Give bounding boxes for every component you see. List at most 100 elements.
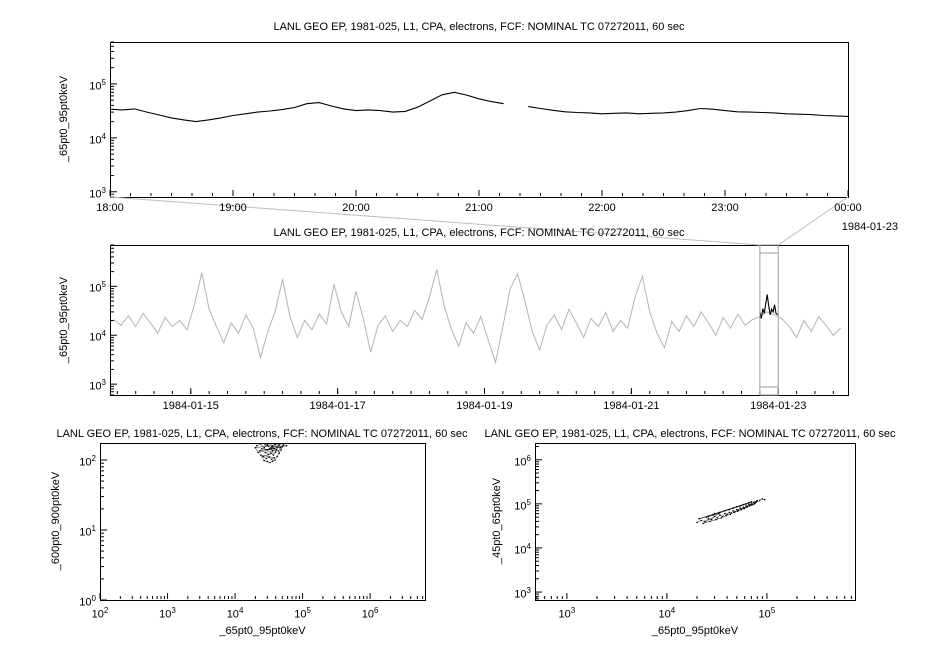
data-point bbox=[276, 455, 278, 458]
data-point bbox=[739, 507, 741, 509]
scatter_600_900-axis-ticks bbox=[99, 459, 424, 601]
data-point bbox=[274, 459, 276, 461]
zoom-connector-right bbox=[777, 196, 849, 246]
tick-label: 21:00 bbox=[465, 202, 493, 214]
context_timeseries-frame[interactable] bbox=[110, 245, 849, 396]
data-point bbox=[274, 451, 277, 453]
data-point bbox=[719, 514, 721, 516]
data-point bbox=[280, 449, 282, 451]
data-point bbox=[710, 518, 713, 521]
zoom-selection-box[interactable] bbox=[759, 244, 779, 396]
tick-label: 105 bbox=[758, 606, 776, 621]
data-point bbox=[264, 444, 267, 446]
data-point bbox=[713, 515, 716, 518]
scatter_45_65-data-layer bbox=[696, 498, 766, 525]
data-point bbox=[725, 514, 727, 517]
tick-label: 100 bbox=[79, 594, 96, 609]
data-point bbox=[263, 459, 266, 462]
tick-label: 103 bbox=[89, 185, 106, 201]
tick-label: 101 bbox=[79, 524, 96, 539]
tick-label: 103 bbox=[514, 586, 531, 601]
tick-label: 1984-01-15 bbox=[162, 400, 219, 412]
detail_timeseries-axis-ticks bbox=[109, 41, 849, 198]
scatter_45_65-scatter-trace bbox=[696, 498, 765, 524]
data-point bbox=[272, 454, 275, 456]
detail_timeseries-frame[interactable] bbox=[110, 42, 849, 198]
data-point bbox=[268, 456, 271, 458]
data-point bbox=[753, 503, 756, 505]
data-point bbox=[266, 460, 269, 463]
data-point bbox=[726, 513, 728, 516]
data-point bbox=[274, 443, 276, 446]
data-point bbox=[713, 512, 716, 515]
data-point bbox=[716, 517, 719, 519]
detail-y-axis-label: _65pt0_95pt0keV bbox=[58, 75, 70, 163]
data-point bbox=[746, 506, 748, 509]
data-point bbox=[273, 456, 276, 459]
data-point bbox=[270, 452, 272, 454]
tick-label: 105 bbox=[514, 497, 531, 513]
data-point bbox=[736, 505, 738, 508]
data-point bbox=[736, 508, 738, 511]
scatter-right-y-axis-label: _45pt0_65pt0keV bbox=[491, 477, 503, 565]
tick-label: 1984-01-17 bbox=[309, 400, 366, 412]
detail_timeseries-data-layer bbox=[110, 91, 848, 123]
data-point bbox=[742, 503, 744, 506]
tick-label: 104 bbox=[226, 606, 244, 621]
data-point bbox=[751, 504, 753, 506]
data-point bbox=[729, 513, 731, 516]
data-point bbox=[266, 449, 269, 451]
data-point bbox=[728, 508, 730, 511]
tick-label: 23:00 bbox=[711, 202, 739, 214]
data-point bbox=[745, 505, 747, 507]
data-point bbox=[759, 499, 761, 502]
scatter_600_900-frame[interactable] bbox=[100, 443, 426, 601]
data-point bbox=[261, 447, 263, 450]
tick-label: 106 bbox=[514, 453, 531, 469]
scatter_45_65-frame[interactable] bbox=[535, 443, 856, 601]
scatter-right-x-axis-label: _65pt0_95pt0keV bbox=[651, 625, 739, 637]
data-point bbox=[733, 511, 735, 514]
data-point bbox=[712, 514, 714, 516]
tick-label: 105 bbox=[294, 606, 311, 621]
data-point bbox=[282, 444, 285, 446]
data-point bbox=[271, 450, 274, 452]
data-point bbox=[269, 443, 271, 445]
scatter_45_65-axis-ticks bbox=[536, 445, 852, 600]
context-y-axis-label: _65pt0_95pt0keV bbox=[58, 276, 70, 364]
tick-label: 104 bbox=[89, 131, 106, 147]
data-point bbox=[269, 461, 271, 464]
tick-label: 102 bbox=[79, 454, 96, 469]
tick-label: 22:00 bbox=[588, 202, 616, 214]
tick-label: 105 bbox=[89, 280, 106, 295]
data-point bbox=[761, 498, 764, 500]
tick-label: 103 bbox=[558, 606, 576, 621]
data-point bbox=[698, 517, 700, 520]
data-point bbox=[696, 521, 698, 524]
data-point bbox=[763, 498, 766, 501]
data-point bbox=[756, 499, 758, 502]
data-point bbox=[263, 446, 266, 449]
data-point bbox=[724, 509, 726, 512]
data-point bbox=[258, 450, 261, 452]
zoom-connector-left bbox=[109, 196, 760, 246]
data-point bbox=[262, 455, 264, 458]
scatter-left-y-axis-label: _600pt0_900pt0keV bbox=[50, 471, 62, 571]
tick-label: 104 bbox=[89, 329, 106, 344]
tick-label: 1984-01-19 bbox=[456, 400, 513, 412]
tick-label: 00:00 bbox=[834, 202, 862, 214]
data-point bbox=[732, 507, 734, 509]
data-point bbox=[276, 446, 278, 449]
detail-end-date-label: 1984-01-23 bbox=[841, 221, 898, 233]
data-point bbox=[254, 446, 257, 449]
data-point bbox=[718, 512, 720, 515]
data-point bbox=[702, 522, 704, 525]
data-point bbox=[707, 515, 710, 518]
tick-label: 1984-01-23 bbox=[750, 400, 807, 412]
data-point bbox=[740, 508, 742, 511]
data-point bbox=[269, 447, 271, 449]
data-point bbox=[265, 457, 268, 460]
data-point bbox=[739, 505, 741, 507]
data-point bbox=[736, 510, 739, 512]
